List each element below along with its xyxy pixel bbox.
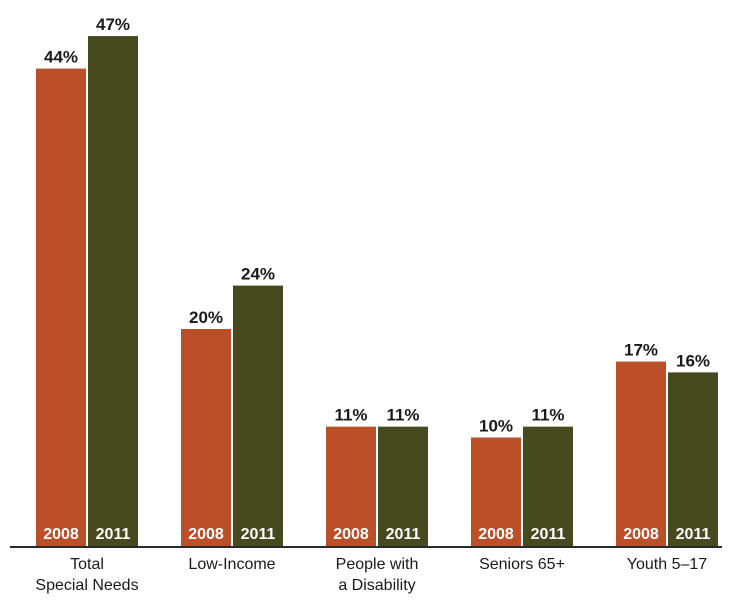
value-label-2011-cat-0: 47% bbox=[96, 15, 130, 34]
value-label-2011-cat-4: 16% bbox=[676, 351, 710, 370]
value-label-2008-cat-3: 10% bbox=[479, 417, 513, 436]
value-label-2008-cat-2: 11% bbox=[334, 406, 367, 425]
bar-2011-cat-1 bbox=[233, 285, 283, 546]
category-label-2-line-0: People with bbox=[336, 556, 419, 573]
series-label-2011-cat-1: 2011 bbox=[241, 526, 276, 543]
value-label-2011-cat-1: 24% bbox=[241, 265, 275, 284]
value-label-2011-cat-3: 11% bbox=[531, 406, 564, 425]
value-label-2008-cat-4: 17% bbox=[624, 341, 658, 360]
bar-2008-cat-4 bbox=[616, 361, 666, 546]
value-label-2008-cat-1: 20% bbox=[189, 308, 223, 327]
category-label-3-line-0: Seniors 65+ bbox=[479, 556, 565, 573]
series-label-2011-cat-4: 2011 bbox=[676, 526, 711, 543]
bar-2011-cat-4 bbox=[668, 372, 718, 546]
series-label-2011-cat-3: 2011 bbox=[531, 526, 566, 543]
series-label-2008-cat-1: 2008 bbox=[188, 526, 224, 543]
bar-2008-cat-2 bbox=[326, 426, 376, 546]
series-label-2008-cat-3: 2008 bbox=[478, 526, 514, 543]
series-label-2011-cat-0: 2011 bbox=[96, 526, 131, 543]
series-label-2008-cat-2: 2008 bbox=[333, 526, 369, 543]
bar-2008-cat-0 bbox=[36, 68, 86, 546]
category-label-2-line-1: a Disability bbox=[338, 577, 415, 594]
value-label-2011-cat-2: 11% bbox=[386, 406, 419, 425]
series-label-2008-cat-4: 2008 bbox=[623, 526, 659, 543]
category-label-4-line-0: Youth 5–17 bbox=[627, 556, 707, 573]
series-label-2008-cat-0: 2008 bbox=[43, 526, 79, 543]
series-label-2011-cat-2: 2011 bbox=[386, 526, 421, 543]
bar-2011-cat-3 bbox=[523, 426, 573, 546]
category-label-0-line-0: Total bbox=[70, 556, 104, 573]
value-label-2008-cat-0: 44% bbox=[44, 48, 78, 67]
bar-2011-cat-0 bbox=[88, 36, 138, 547]
category-label-1-line-0: Low-Income bbox=[188, 556, 275, 573]
category-label-0-line-1: Special Needs bbox=[35, 577, 138, 594]
bar-2008-cat-3 bbox=[471, 437, 521, 546]
bar-2008-cat-1 bbox=[181, 329, 231, 546]
bar-2011-cat-2 bbox=[378, 426, 428, 546]
